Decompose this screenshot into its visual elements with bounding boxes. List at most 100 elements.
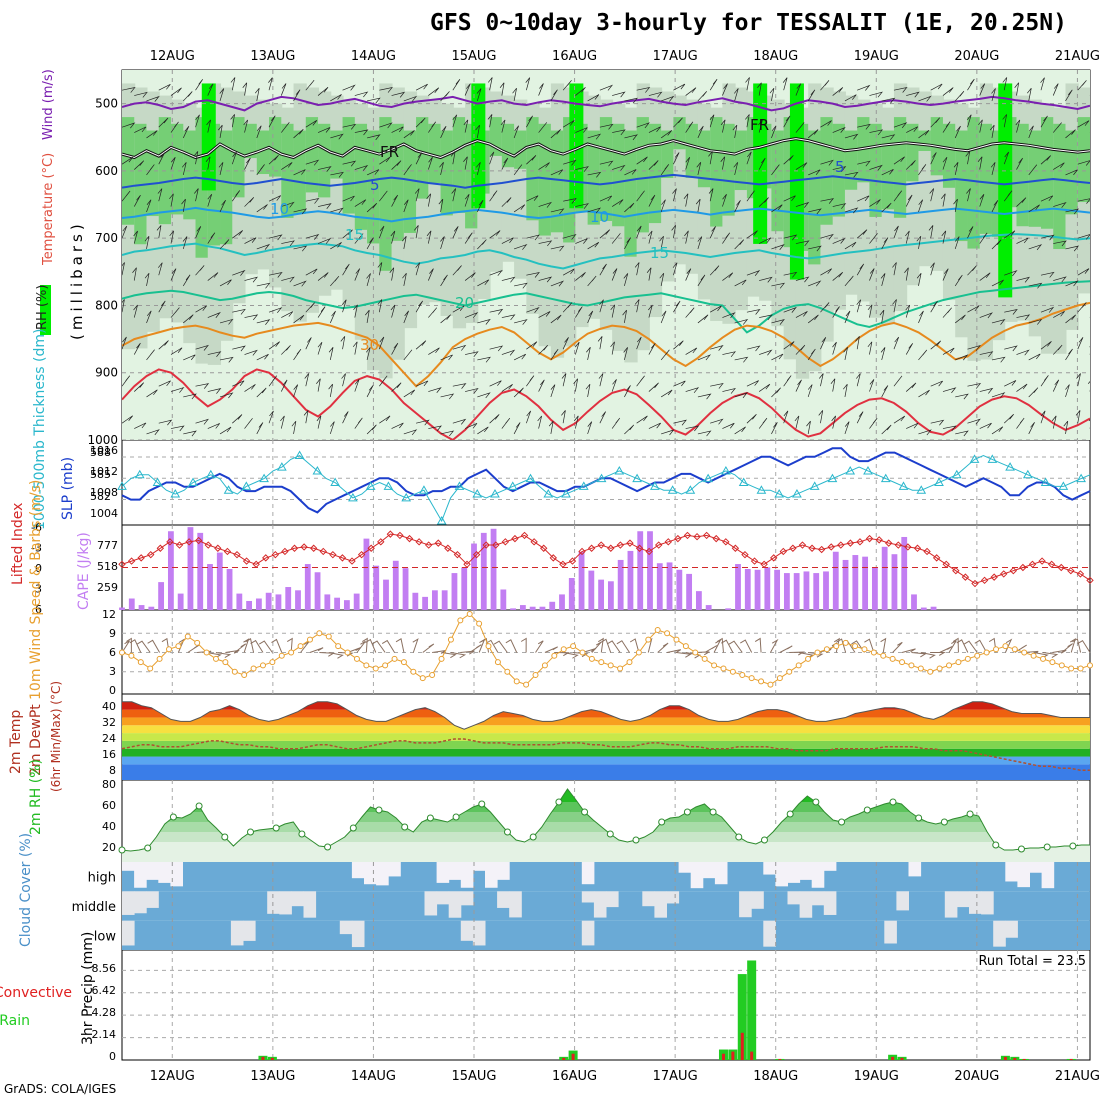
dewpt-axis-label: 2m DewPt — [28, 704, 44, 776]
wind-barb — [268, 307, 283, 314]
wind-barb — [954, 274, 963, 287]
wind-barb — [782, 77, 788, 91]
wind-barb — [391, 342, 399, 355]
wind-barb — [832, 203, 847, 209]
wind-barb — [1016, 197, 1027, 207]
wind-barb — [305, 120, 318, 128]
precip-convective-bar — [891, 1056, 895, 1060]
wind-barb — [243, 119, 249, 133]
cape-bar — [177, 593, 184, 610]
wind-barb — [268, 234, 283, 241]
wind-barb — [661, 95, 675, 102]
wind-barb — [942, 87, 954, 96]
precip-total-legend: Total / Rain — [0, 1013, 30, 1029]
wind10m-point — [165, 646, 172, 653]
wind-barb — [354, 233, 364, 244]
li-point — [885, 539, 893, 547]
wind-barb — [832, 306, 840, 318]
cloud-gap — [448, 891, 462, 918]
wind-barb — [256, 243, 271, 250]
wind10m-point — [823, 646, 830, 653]
li-point — [626, 539, 634, 547]
cape-bar — [862, 556, 869, 610]
wind-barb — [207, 351, 222, 357]
wind10m-barb — [1061, 643, 1073, 653]
thickness-point — [152, 477, 163, 486]
li-point — [607, 544, 615, 552]
li-point — [166, 538, 174, 546]
cape-bar — [304, 564, 311, 610]
wind-barb — [783, 306, 797, 313]
wind-barb — [303, 410, 309, 424]
li-point — [741, 550, 749, 559]
wind-barb — [575, 238, 588, 244]
cape-bar — [783, 573, 790, 610]
wind-barb — [122, 87, 136, 93]
wind-barb — [746, 345, 761, 352]
wind10m-point — [795, 662, 802, 669]
wind-barb — [820, 337, 827, 350]
wind-barb — [1053, 276, 1067, 283]
thickness-point — [632, 473, 642, 483]
cape-bar — [275, 594, 282, 610]
wind-barb — [158, 117, 169, 128]
pressure-tick: 1000 — [87, 433, 118, 447]
wind-barb — [918, 95, 932, 102]
wind-barb — [954, 125, 961, 139]
li-point — [348, 557, 356, 565]
wind-barb — [745, 114, 750, 128]
rh2m-tick: 20 — [102, 841, 116, 854]
wind-barb — [526, 271, 540, 278]
wind-barb — [685, 425, 700, 432]
date-label-bottom: 21AUG — [1055, 1069, 1100, 1084]
cloud-gap — [908, 862, 922, 877]
wind-barb — [844, 241, 857, 250]
precip-axis-label: 3hr Precip (mm) — [80, 932, 96, 1045]
wind-barb — [1053, 202, 1067, 208]
cape-bar — [246, 600, 253, 610]
li-point — [731, 544, 740, 552]
wind-barb — [697, 393, 712, 400]
wind-barb — [428, 425, 442, 432]
rh2m-point — [709, 808, 717, 816]
wind-barb — [1077, 120, 1090, 128]
wind-barb — [305, 198, 320, 204]
wind-barb — [673, 419, 687, 426]
cape-bar — [519, 605, 526, 610]
wind-barb — [659, 235, 664, 250]
wind-barb — [1016, 276, 1031, 283]
rh2m-point — [760, 836, 768, 844]
cape-bar — [314, 572, 321, 610]
wind-barb — [746, 151, 752, 165]
wind10m-barb — [250, 639, 264, 653]
thickness-point — [934, 477, 944, 486]
li-point — [396, 531, 404, 540]
wind-barb — [280, 379, 288, 392]
wind-barb — [587, 241, 600, 250]
wind-barb — [451, 188, 457, 202]
wind-barb — [869, 268, 875, 281]
precip-convective-bar — [1013, 1057, 1017, 1060]
wind-barb — [219, 426, 232, 435]
wind10m-barb — [1069, 637, 1077, 653]
thickness-point — [134, 469, 145, 479]
temp-axis-label: 2m Temp — [8, 710, 24, 774]
wind-barb — [720, 119, 726, 133]
wind-barb — [820, 198, 835, 204]
date-label-bottom: 17AUG — [653, 1069, 698, 1084]
wind-barb — [855, 336, 860, 350]
cloud-gap — [896, 891, 909, 911]
wind-barb — [906, 126, 919, 133]
rh2m-line — [121, 788, 1090, 852]
wind10m-point — [570, 643, 577, 650]
date-label-top: 12AUG — [150, 49, 195, 64]
wind-barb — [695, 198, 701, 213]
wind-barb — [673, 380, 686, 387]
wind10m-barb — [126, 637, 132, 653]
wind-barb — [366, 273, 371, 287]
wind10m-barb — [129, 639, 142, 653]
wind10m-point — [363, 662, 370, 669]
slp-line — [121, 447, 1091, 514]
wind-barb — [808, 208, 822, 215]
wind-barb — [389, 267, 395, 281]
